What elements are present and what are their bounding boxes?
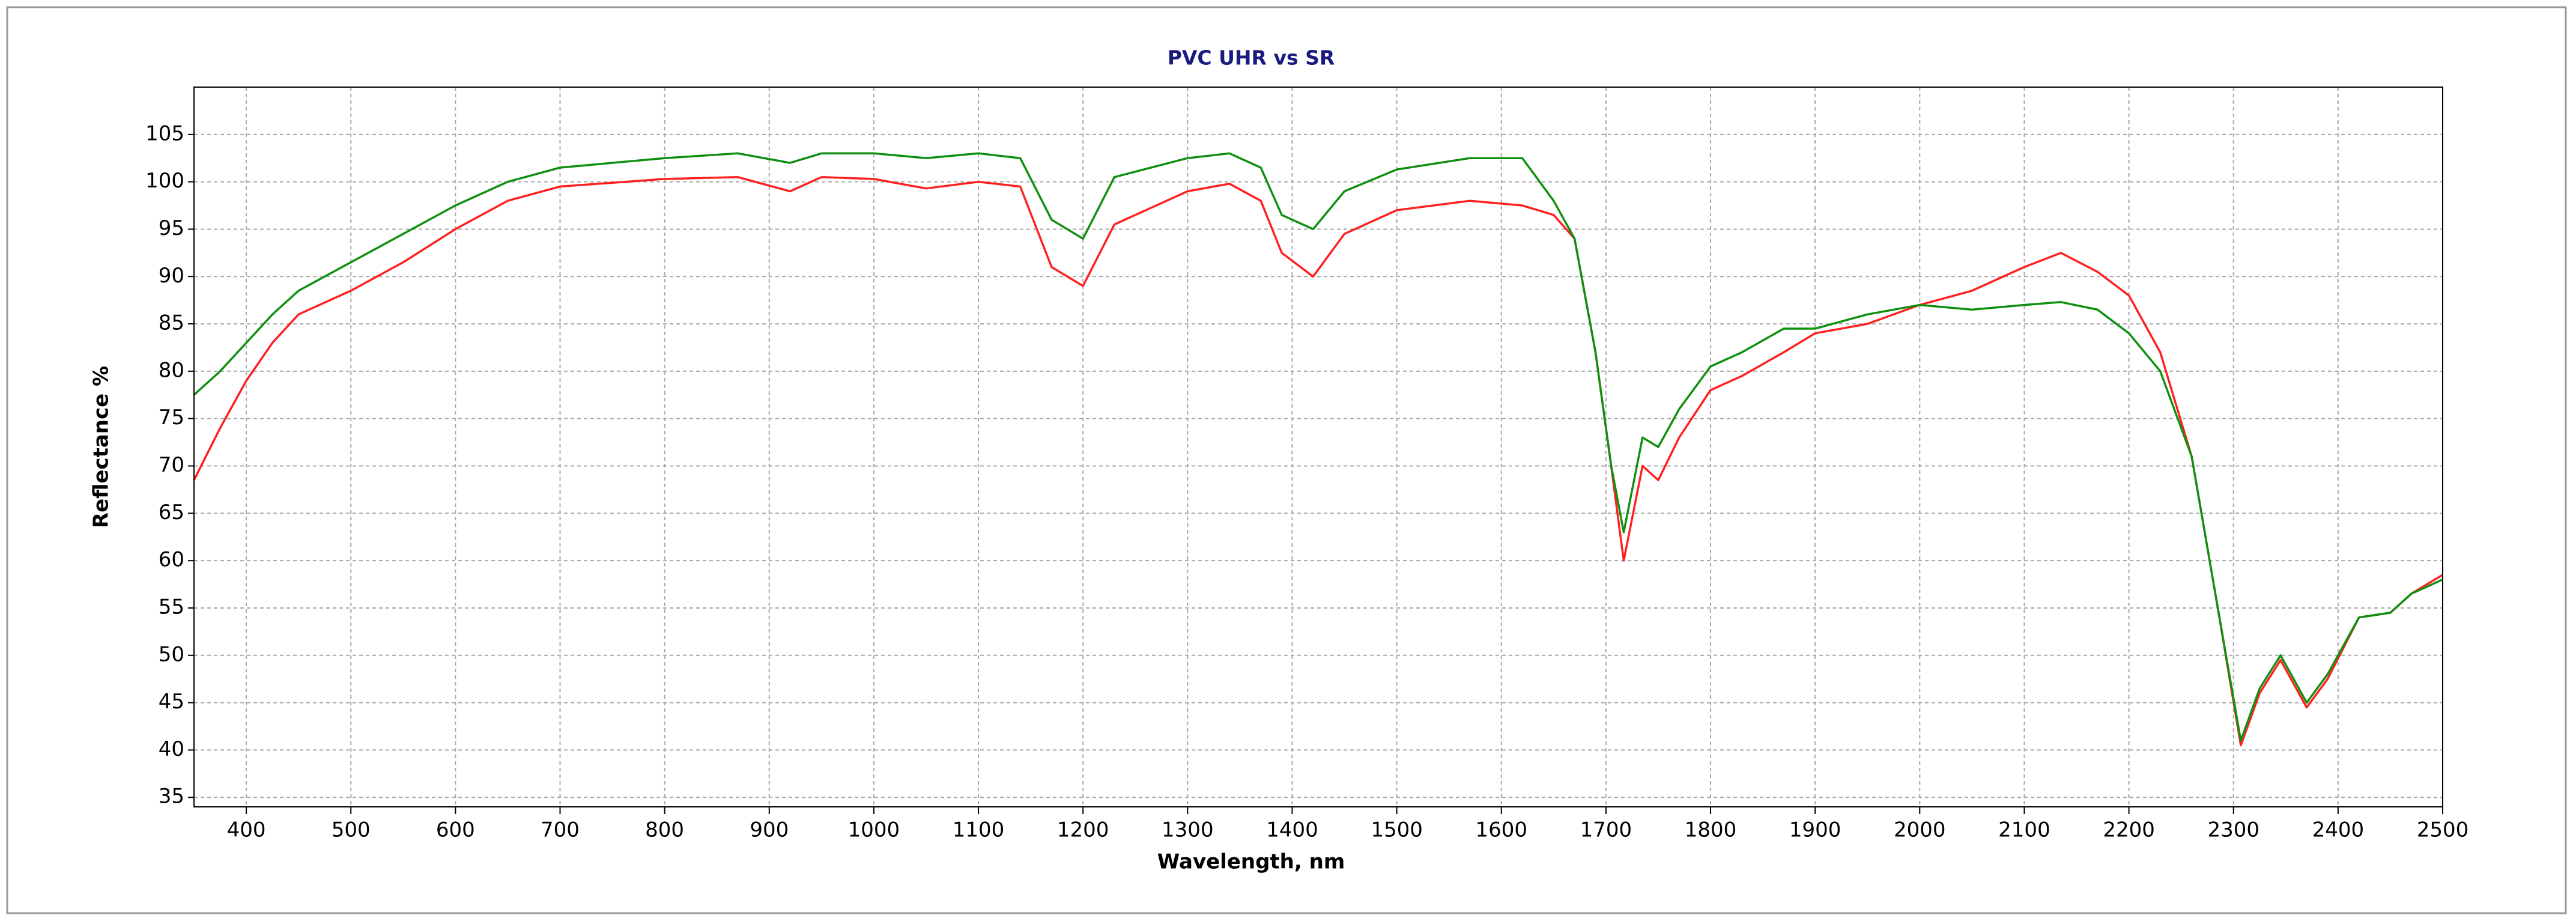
y-tick-label: 75: [159, 406, 184, 430]
x-tick-label: 1800: [1685, 818, 1737, 842]
y-tick-label: 95: [159, 216, 184, 240]
y-axis-label: Reflectance %: [89, 366, 114, 528]
x-tick-label: 2100: [1998, 818, 2050, 842]
x-tick-label: 1700: [1580, 818, 1632, 842]
x-tick-label: 2000: [1894, 818, 1946, 842]
y-tick-label: 85: [159, 311, 184, 335]
y-tick-label: 70: [159, 453, 184, 477]
x-tick-label: 2500: [2417, 818, 2469, 842]
x-tick-label: 2400: [2312, 818, 2365, 842]
plot-border: [193, 87, 2443, 807]
y-tick-label: 55: [159, 595, 184, 619]
x-tick-label: 1000: [848, 818, 900, 842]
chart-title: PVC UHR vs SR: [1168, 46, 1335, 70]
plot-area: [194, 87, 2443, 807]
x-tick-label: 800: [645, 818, 684, 842]
x-tick-label: 500: [332, 818, 371, 842]
y-tick-label: 60: [159, 548, 184, 572]
x-tick-label: 400: [227, 818, 266, 842]
x-tick-label: 1500: [1371, 818, 1423, 842]
y-tick-label: 100: [145, 169, 184, 193]
y-tick-label: 50: [159, 642, 184, 666]
series-line: [193, 152, 2443, 742]
x-tick-label: 1400: [1266, 818, 1318, 842]
y-tick-label: 80: [159, 358, 184, 382]
y-tick-label: 45: [159, 690, 184, 714]
x-tick-label: 700: [541, 818, 580, 842]
x-tick-label: 2300: [2207, 818, 2259, 842]
y-tick-label: 40: [159, 737, 184, 761]
x-tick-label: 600: [436, 818, 475, 842]
x-axis-label: Wavelength, nm: [1157, 850, 1345, 874]
x-tick-label: 900: [750, 818, 789, 842]
x-tick-label: 2200: [2103, 818, 2155, 842]
y-tick-label: 105: [145, 121, 184, 145]
y-tick-label: 90: [159, 264, 184, 288]
x-tick-label: 1600: [1475, 818, 1527, 842]
x-tick-label: 1300: [1162, 818, 1214, 842]
x-tick-label: 1100: [953, 818, 1005, 842]
y-tick-label: 35: [159, 785, 184, 809]
x-tick-label: 1900: [1789, 818, 1841, 842]
x-tick-label: 1200: [1057, 818, 1109, 842]
y-tick-label: 65: [159, 500, 184, 524]
